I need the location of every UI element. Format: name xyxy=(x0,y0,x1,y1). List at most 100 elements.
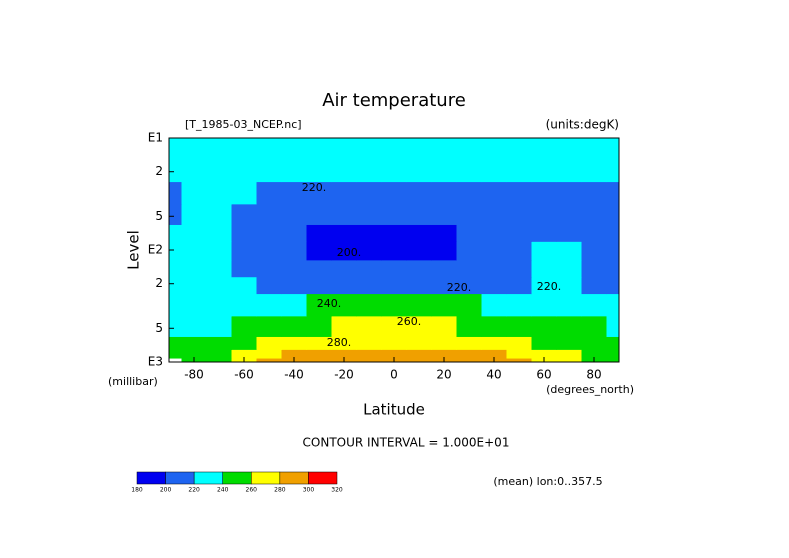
contour-cell xyxy=(556,138,582,156)
contour-cell xyxy=(531,336,557,350)
y-tick-label: E2 xyxy=(148,243,163,257)
contour-cell xyxy=(169,154,182,183)
contour-cell xyxy=(431,315,457,337)
contour-cell xyxy=(606,241,620,261)
contour-cell xyxy=(206,224,232,242)
contour-cell xyxy=(231,138,257,156)
contour-cell xyxy=(231,154,257,183)
contour-cell xyxy=(456,138,482,156)
contour-cell xyxy=(381,138,407,156)
contour-cell xyxy=(606,349,620,359)
y-tick-label: 2 xyxy=(155,276,163,290)
contour-cell xyxy=(181,154,207,183)
contour-cell xyxy=(506,259,532,278)
contour-cell xyxy=(281,138,307,156)
contour-cell xyxy=(556,203,582,225)
contour-cell xyxy=(406,349,432,359)
chart-title: Air temperature xyxy=(322,90,466,111)
x-tick-label: 80 xyxy=(586,368,601,382)
contour-cell xyxy=(281,203,307,225)
contour-cell xyxy=(456,259,482,278)
contour-cell xyxy=(381,203,407,225)
contour-cell xyxy=(556,276,582,295)
contour-cell xyxy=(231,224,257,242)
contour-cell xyxy=(306,293,332,317)
contour-cell xyxy=(169,224,182,242)
x-tick-label: -60 xyxy=(234,368,254,382)
contour-cell xyxy=(306,349,332,359)
contour-cell xyxy=(281,349,307,359)
contour-cell xyxy=(406,315,432,337)
contour-cell xyxy=(356,336,382,350)
x-units: (degrees_north) xyxy=(546,383,634,396)
contour-cell xyxy=(606,276,620,295)
contour-cell xyxy=(506,154,532,183)
contour-cell xyxy=(181,224,207,242)
contour-cell xyxy=(606,138,620,156)
contour-cell xyxy=(281,181,307,205)
contour-label: 220. xyxy=(447,281,472,294)
contour-cell xyxy=(356,224,382,242)
contour-cell xyxy=(181,315,207,337)
contour-cell xyxy=(169,293,182,317)
contour-cell xyxy=(281,293,307,317)
contour-cell xyxy=(306,154,332,183)
contour-cell xyxy=(481,224,507,242)
contour-cell xyxy=(231,241,257,261)
contour-cell xyxy=(506,349,532,359)
y-units: (millibar) xyxy=(108,375,158,388)
contour-cell xyxy=(431,276,457,295)
contour-cell xyxy=(231,293,257,317)
contour-cell xyxy=(256,181,282,205)
contour-cell xyxy=(581,224,607,242)
colorbar-swatch xyxy=(251,471,281,485)
colorbar-swatch xyxy=(308,471,338,485)
contour-cell xyxy=(556,293,582,317)
contour-label: 220. xyxy=(537,280,562,293)
contour-cell xyxy=(356,181,382,205)
contour-cell xyxy=(581,293,607,317)
contour-cell xyxy=(456,336,482,350)
contour-cell xyxy=(181,349,207,359)
contour-cell xyxy=(606,293,620,317)
contour-cell xyxy=(481,181,507,205)
contour-cell xyxy=(281,336,307,350)
contour-cell xyxy=(356,358,382,363)
contour-cell xyxy=(381,293,407,317)
x-tick-label: 40 xyxy=(486,368,501,382)
contour-cell xyxy=(431,224,457,242)
contour-cell xyxy=(581,259,607,278)
contour-cell xyxy=(581,181,607,205)
contour-cell xyxy=(231,276,257,295)
contour-cell xyxy=(531,276,557,295)
contour-cell xyxy=(381,181,407,205)
contour-cell xyxy=(531,138,557,156)
contour-cell xyxy=(406,358,432,363)
contour-cell xyxy=(356,154,382,183)
contour-cell xyxy=(531,181,557,205)
contour-cell xyxy=(306,203,332,225)
contour-cell xyxy=(169,336,182,350)
contour-cell xyxy=(181,276,207,295)
contour-cell xyxy=(169,276,182,295)
contour-cell xyxy=(256,315,282,337)
contour-cell xyxy=(556,181,582,205)
contour-cell xyxy=(606,259,620,278)
contour-cell xyxy=(481,241,507,261)
contour-cell xyxy=(556,358,582,363)
contour-cell xyxy=(406,138,432,156)
contour-cell xyxy=(531,203,557,225)
contour-cell xyxy=(456,181,482,205)
contour-cell xyxy=(406,241,432,261)
contour-cell xyxy=(256,358,282,363)
contour-cell xyxy=(556,154,582,183)
contour-cell xyxy=(381,349,407,359)
contour-cell xyxy=(556,241,582,261)
contour-cell xyxy=(506,203,532,225)
contour-cell xyxy=(181,138,207,156)
contour-cell xyxy=(331,241,357,261)
contour-cell xyxy=(169,138,182,156)
contour-cell xyxy=(206,241,232,261)
x-tick-label: -80 xyxy=(184,368,204,382)
